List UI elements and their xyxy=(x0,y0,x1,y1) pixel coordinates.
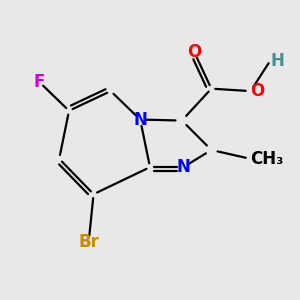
Text: O: O xyxy=(187,43,201,61)
Text: CH₃: CH₃ xyxy=(250,150,284,168)
Text: F: F xyxy=(34,73,45,91)
Text: N: N xyxy=(176,158,190,176)
Text: H: H xyxy=(270,52,284,70)
Text: N: N xyxy=(133,111,147,129)
Text: O: O xyxy=(250,82,265,100)
Text: Br: Br xyxy=(78,233,99,251)
